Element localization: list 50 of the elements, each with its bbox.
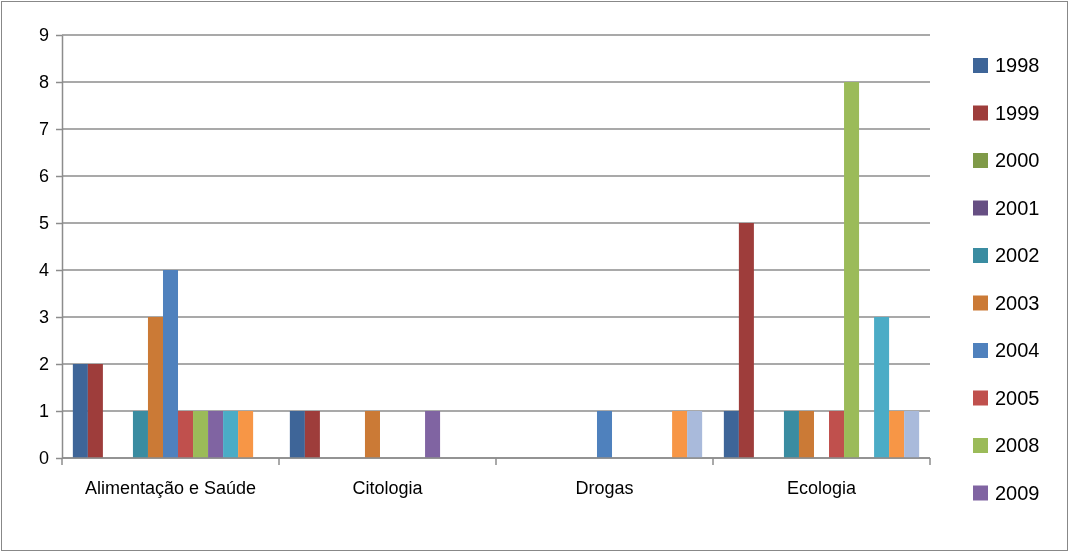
legend-label: 2000 bbox=[995, 149, 1040, 171]
bar bbox=[304, 411, 320, 458]
x-tick-label: Alimentação e Saúde bbox=[84, 478, 257, 498]
bar bbox=[904, 411, 920, 458]
bar bbox=[874, 317, 890, 458]
bar bbox=[889, 411, 905, 458]
legend-label: 2005 bbox=[995, 386, 1040, 409]
bar bbox=[193, 411, 209, 458]
bar bbox=[132, 411, 148, 458]
bar bbox=[798, 411, 814, 458]
y-tick-label: 9 bbox=[38, 25, 49, 46]
y-tick-label: 2 bbox=[38, 354, 49, 375]
y-tick-label: 0 bbox=[38, 448, 49, 469]
y-tick-label: 1 bbox=[38, 401, 49, 422]
bar bbox=[147, 317, 163, 458]
legend-label: 1998 bbox=[995, 54, 1040, 76]
x-tick-label: Ecologia bbox=[786, 478, 858, 498]
bar bbox=[738, 223, 754, 458]
y-tick-label: 3 bbox=[38, 307, 49, 328]
bar bbox=[425, 411, 441, 458]
x-tick-label: Drogas bbox=[575, 478, 634, 498]
bar bbox=[238, 411, 254, 458]
y-tick-label: 6 bbox=[38, 166, 49, 187]
x-tick-label: Citologia bbox=[352, 478, 424, 498]
bar bbox=[87, 364, 103, 458]
bar bbox=[723, 411, 739, 458]
bar bbox=[596, 411, 613, 458]
bar bbox=[208, 411, 224, 458]
legend-label: 2002 bbox=[995, 244, 1040, 266]
y-tick-label: 5 bbox=[38, 213, 49, 234]
bar bbox=[178, 411, 194, 458]
bar bbox=[162, 270, 179, 458]
bar bbox=[672, 411, 688, 458]
bar bbox=[783, 411, 799, 458]
bar bbox=[364, 411, 380, 458]
y-tick-label: 7 bbox=[38, 119, 49, 140]
bar bbox=[844, 82, 860, 458]
legend-label: 2009 bbox=[995, 481, 1040, 504]
y-tick-label: 4 bbox=[38, 260, 49, 281]
bar bbox=[687, 411, 703, 458]
legend-label: 2004 bbox=[995, 339, 1040, 361]
y-tick-label: 8 bbox=[38, 72, 49, 93]
legend-label: 1999 bbox=[995, 101, 1040, 124]
bar bbox=[223, 411, 239, 458]
bar bbox=[72, 364, 88, 458]
legend-label: 2008 bbox=[995, 434, 1040, 456]
bar bbox=[829, 411, 845, 458]
legend-label: 2001 bbox=[995, 196, 1040, 219]
bar bbox=[289, 411, 305, 458]
legend-label: 2003 bbox=[995, 291, 1040, 314]
